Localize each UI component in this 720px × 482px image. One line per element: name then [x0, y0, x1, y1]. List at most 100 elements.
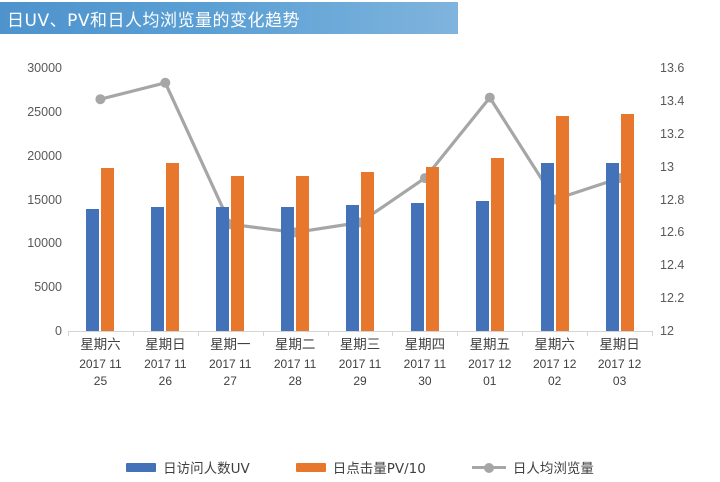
legend-item[interactable]: 日访问人数UV [126, 457, 250, 477]
line-marker: 日人均浏览量: 13.51 [160, 77, 171, 88]
x-axis-category: 星期三 2017 11 29 [328, 336, 393, 408]
y-axis-left-tick: 0 [55, 324, 62, 338]
legend-label: 日点击量PV/10 [332, 461, 426, 477]
y-axis-right-tick: 13.4 [660, 93, 685, 108]
bar-uv [475, 201, 489, 331]
x-axis-tick [262, 331, 264, 336]
y-axis-right-tick: 12 [660, 324, 674, 338]
x-category-year-month: 2017 11 [79, 356, 122, 371]
chart-container: 0 5000 10000 15000 20000 25000 30000 12 12.2 12.… [0, 34, 720, 480]
y-axis-right-tick: 12.6 [660, 225, 685, 240]
bar-pv [555, 116, 569, 331]
bar-uv [86, 208, 100, 331]
x-category-day: 29 [353, 373, 367, 388]
x-category-year-month: 2017 11 [273, 356, 317, 371]
x-category-weekday: 星期日 [145, 337, 186, 353]
legend-item[interactable]: 日点击量PV/10 [295, 457, 426, 477]
x-axis-category: 星期日 2017 11 26 [133, 336, 198, 408]
bar-pv [166, 163, 180, 331]
x-category-year-month: 2017 11 [338, 356, 382, 371]
x-category-day: 26 [158, 373, 173, 388]
y-axis-right-tick: 12.8 [660, 192, 685, 207]
bar-uv [216, 206, 230, 331]
x-category-year-month: 2017 12 [468, 356, 512, 371]
bar-uv [151, 206, 165, 331]
legend-swatch-line [471, 462, 506, 473]
x-category-weekday: 星期六 [534, 337, 575, 353]
x-axis-line [68, 331, 652, 332]
x-axis-tick [132, 331, 134, 336]
x-category-weekday: 星期二 [274, 337, 316, 353]
y-axis-left-tick: 25000 [27, 104, 62, 119]
y-axis-left-tick: 20000 [27, 148, 62, 163]
y-axis-right: 12 12.2 12.4 12.6 12.8 13 13.2 13.4 13.6 [660, 61, 718, 338]
x-category-day: 02 [548, 373, 562, 388]
x-axis-tick [587, 331, 589, 336]
x-axis-category: 星期日 2017 12 03 [587, 336, 652, 408]
legend-label: 日人均浏览量 [512, 461, 594, 477]
x-axis-category: 星期六 2017 12 02 [522, 336, 587, 408]
legend-line-marker-icon [483, 463, 494, 473]
bar-uv [410, 203, 424, 331]
x-category-year-month: 2017 12 [532, 356, 577, 371]
x-category-day: 25 [93, 373, 108, 388]
bar-uv [540, 163, 554, 331]
x-category-day: 27 [223, 373, 237, 388]
bar-pv [620, 114, 634, 331]
x-category-weekday: 星期三 [339, 337, 381, 353]
x-category-day: 01 [483, 373, 497, 388]
x-category-year-month: 2017 11 [403, 356, 447, 371]
page-title: 日UV、PV和日人均浏览量的变化趋势 [7, 10, 300, 31]
legend-label: 日访问人数UV [163, 461, 250, 477]
x-category-weekday: 星期六 [80, 337, 121, 353]
bar-pv [101, 167, 115, 331]
y-axis-left-tick: 5000 [34, 280, 62, 295]
x-axis-tick [197, 331, 199, 336]
bar-pv [490, 158, 504, 331]
x-axis-category: 星期四 2017 11 30 [392, 336, 457, 408]
bar-pv [361, 171, 374, 331]
legend-swatch-bar [126, 462, 157, 472]
line-marker: 日人均浏览量: 13.41 [95, 94, 106, 105]
y-axis-left: 0 5000 10000 15000 20000 25000 30000 [0, 61, 62, 338]
x-axis-category: 星期一 2017 11 27 [198, 336, 263, 408]
bar-pv [231, 175, 245, 331]
legend-swatch-bar [295, 462, 326, 472]
x-category-year-month: 2017 11 [208, 356, 252, 371]
x-category-weekday: 星期日 [599, 337, 640, 353]
x-axis-tick [652, 331, 653, 336]
y-axis-left-tick: 30000 [27, 61, 62, 75]
y-axis-left-tick: 15000 [27, 192, 62, 207]
x-category-day: 03 [612, 373, 627, 388]
x-category-day: 30 [418, 373, 432, 388]
y-axis-left-tick: 10000 [27, 236, 62, 251]
x-category-year-month: 2017 12 [597, 356, 642, 371]
x-axis-tick [457, 331, 459, 336]
chart-legend: 日访问人数UV 日点击量PV/10 日人均浏览量 [0, 452, 720, 482]
x-axis-category: 星期五 2017 12 01 [457, 336, 522, 408]
x-category-weekday: 星期四 [404, 337, 446, 353]
x-category-weekday: 星期一 [209, 337, 251, 353]
bar-uv [605, 163, 619, 331]
y-axis-right-tick: 12.2 [660, 291, 685, 306]
x-axis-category: 星期六 2017 11 25 [68, 336, 133, 408]
legend-item[interactable]: 日人均浏览量 [471, 457, 594, 477]
x-axis-category: 星期二 2017 11 28 [263, 336, 328, 408]
x-category-day: 28 [288, 373, 302, 388]
bar-pv [296, 175, 310, 331]
x-axis-tick [522, 331, 524, 336]
line-marker: 日人均浏览量: 13.42 [484, 92, 495, 103]
x-axis-tick [327, 331, 329, 336]
y-axis-right-tick: 12.4 [660, 258, 685, 273]
y-axis-right-tick: 13.6 [660, 61, 685, 75]
chart-title-banner: 日UV、PV和日人均浏览量的变化趋势 [0, 2, 458, 34]
x-axis-tick [68, 331, 69, 336]
x-category-year-month: 2017 11 [144, 356, 187, 371]
y-axis-right-tick: 13 [660, 159, 674, 174]
bar-pv [425, 166, 439, 331]
bar-uv [346, 205, 359, 331]
x-axis-labels: 星期六 2017 11 25 星期日 2017 11 26 星期一 2017 11 27 星期二 2… [68, 336, 652, 408]
y-axis-right-tick: 13.2 [660, 126, 685, 141]
x-axis-tick [392, 331, 394, 336]
x-category-weekday: 星期五 [469, 337, 511, 353]
